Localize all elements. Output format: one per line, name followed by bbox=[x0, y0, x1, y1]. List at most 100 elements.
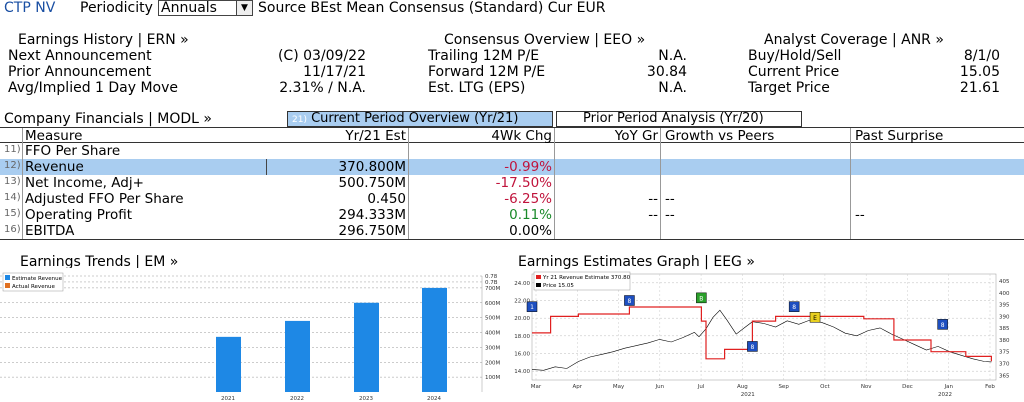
col-past-surprise[interactable]: Past Surprise bbox=[855, 128, 944, 144]
row-yoy: -- bbox=[648, 191, 658, 207]
tab-current-num: 21) bbox=[292, 115, 307, 125]
x-tick-label: 2022 bbox=[290, 396, 304, 402]
col-yoy[interactable]: YoY Gr bbox=[614, 128, 658, 144]
tab-prior-period[interactable]: Prior Period Analysis (Yr/20) bbox=[556, 111, 802, 127]
target-price-value: 21.61 bbox=[959, 80, 1000, 96]
periodicity-label: Periodicity bbox=[80, 0, 153, 16]
consensus-overview-title[interactable]: Consensus Overview | EEO » bbox=[444, 32, 646, 48]
y-tick-label: 0.7B bbox=[485, 280, 498, 286]
x-tick-label: Sep bbox=[778, 384, 789, 390]
est-ltg-label: Est. LTG (EPS) bbox=[428, 80, 526, 96]
row-measure: Revenue bbox=[25, 159, 84, 175]
next-announcement-label: Next Announcement bbox=[8, 48, 152, 64]
buy-hold-sell-label: Buy/Hold/Sell bbox=[748, 48, 842, 64]
x-tick-label: Oct bbox=[820, 384, 830, 390]
right-tick-label: 395 bbox=[999, 303, 1010, 309]
right-tick-label: 380 bbox=[999, 338, 1010, 344]
bar-2022 bbox=[285, 320, 310, 392]
row-chg: -6.25% bbox=[504, 191, 552, 207]
x-tick-label: Dec bbox=[902, 384, 913, 390]
year-label: 2022 bbox=[938, 392, 952, 398]
event-marker bbox=[526, 301, 538, 312]
table-header: Measure Yr/21 Est 4Wk Chg YoY Gr Growth … bbox=[0, 127, 1024, 144]
forward-pe-label: Forward 12M P/E bbox=[428, 64, 546, 80]
event-marker-label: E bbox=[813, 315, 817, 322]
earnings-trends-title[interactable]: Earnings Trends | EM » bbox=[20, 254, 179, 270]
right-tick-label: 400 bbox=[999, 291, 1010, 297]
x-tick-label: 2023 bbox=[359, 396, 373, 402]
right-tick-label: 385 bbox=[999, 326, 1010, 332]
earnings-trends-chart[interactable]: 2021 2022 2023 2024 100M 200M 300M 400M 500M 600… bbox=[0, 268, 500, 402]
y-tick-label: 700M bbox=[485, 286, 500, 292]
row-measure: Operating Profit bbox=[25, 207, 132, 223]
earnings-estimates-chart[interactable]: 1 8 B 8 8 E 8 14.00 16.00 18.00 20.00 22.00 24.00 36… bbox=[508, 268, 1024, 402]
table-row[interactable]: 16) EBITDA 296.750M 0.00% bbox=[0, 223, 1024, 239]
avg-move-value: 2.31% / N.A. bbox=[279, 80, 366, 96]
right-tick-label: 370 bbox=[999, 362, 1010, 368]
periodicity-select[interactable]: Annuals ▼ bbox=[158, 0, 253, 16]
event-marker-label: 1 bbox=[530, 304, 534, 311]
analyst-coverage-title[interactable]: Analyst Coverage | ANR » bbox=[764, 32, 944, 48]
plot-area bbox=[531, 273, 997, 381]
current-price-value: 15.05 bbox=[959, 64, 1000, 80]
legend-box bbox=[533, 271, 631, 291]
event-marker-label: 8 bbox=[628, 298, 632, 305]
chevron-down-icon[interactable]: ▼ bbox=[236, 1, 252, 15]
buy-hold-sell-value: 8/1/0 bbox=[963, 48, 1000, 64]
legend-swatch-estimate bbox=[5, 275, 10, 280]
right-tick-label: 390 bbox=[999, 314, 1010, 320]
x-tick-label: 2024 bbox=[427, 396, 441, 402]
earnings-history-title[interactable]: Earnings History | ERN » bbox=[18, 32, 189, 48]
event-marker bbox=[937, 319, 948, 330]
col-est[interactable]: Yr/21 Est bbox=[345, 128, 406, 144]
column-divider bbox=[266, 159, 267, 175]
legend-estimate: Estimate Revenue bbox=[12, 276, 63, 282]
bar-2024 bbox=[422, 287, 447, 392]
y-tick-label: 300M bbox=[485, 345, 500, 351]
row-surprise: -- bbox=[855, 207, 865, 223]
row-est: 294.333M bbox=[338, 207, 406, 223]
column-divider bbox=[554, 128, 555, 239]
table-row[interactable]: 13) Net Income, Adj+ 500.750M -17.50% bbox=[0, 175, 1024, 191]
x-tick-label: Nov bbox=[861, 384, 872, 390]
periodicity-value: Annuals bbox=[161, 0, 217, 16]
current-price-label: Current Price bbox=[748, 64, 840, 80]
ticker-label[interactable]: CTP NV bbox=[4, 0, 56, 16]
row-est: 370.800M bbox=[338, 159, 406, 175]
est-ltg-value: N.A. bbox=[658, 80, 687, 96]
tab-current-period[interactable]: 21) Current Period Overview (Yr/21) bbox=[287, 111, 553, 127]
x-tick-label: Apr bbox=[573, 384, 583, 390]
trailing-pe-value: N.A. bbox=[658, 48, 687, 64]
table-row[interactable]: 15) Operating Profit 294.333M 0.11% -- -… bbox=[0, 207, 1024, 223]
company-financials-title[interactable]: Company Financials | MODL » bbox=[4, 111, 212, 127]
event-marker-label: 8 bbox=[792, 304, 796, 311]
table-row[interactable]: 11) FFO Per Share bbox=[0, 143, 1024, 159]
row-yoy: -- bbox=[648, 207, 658, 223]
earnings-estimates-title[interactable]: Earnings Estimates Graph | EEG » bbox=[518, 254, 755, 270]
row-chg: 0.00% bbox=[509, 223, 552, 239]
target-price-label: Target Price bbox=[748, 80, 830, 96]
left-tick-label: 16.00 bbox=[514, 352, 530, 358]
row-number: 14) bbox=[4, 192, 21, 203]
x-tick-label: Jul bbox=[697, 384, 705, 390]
table-row[interactable]: 12) Revenue 370.800M -0.99% bbox=[0, 159, 1024, 175]
legend-estimate: Yr 21 Revenue Estimate 370.80 bbox=[542, 275, 631, 281]
left-tick-label: 24.00 bbox=[514, 281, 530, 287]
event-marker bbox=[696, 292, 707, 304]
col-chg[interactable]: 4Wk Chg bbox=[491, 128, 552, 144]
col-measure[interactable]: Measure bbox=[25, 128, 83, 144]
tab-prior-label: Prior Period Analysis (Yr/20) bbox=[583, 111, 764, 126]
grid bbox=[531, 273, 997, 381]
row-measure: EBITDA bbox=[25, 223, 75, 239]
y-tick-label: 100M bbox=[485, 375, 500, 381]
avg-move-label: Avg/Implied 1 Day Move bbox=[8, 80, 179, 96]
column-divider bbox=[850, 128, 851, 239]
x-tick-label: Feb bbox=[985, 384, 995, 390]
row-number: 12) bbox=[4, 160, 21, 171]
x-tick-label: Mar bbox=[531, 384, 542, 390]
table-row[interactable]: 14) Adjusted FFO Per Share 0.450 -6.25% … bbox=[0, 191, 1024, 207]
right-tick-label: 405 bbox=[999, 279, 1010, 285]
col-growth-peers[interactable]: Growth vs Peers bbox=[665, 128, 775, 144]
x-tick-label: May bbox=[613, 384, 625, 390]
tab-current-label: Current Period Overview (Yr/21) bbox=[311, 111, 519, 126]
